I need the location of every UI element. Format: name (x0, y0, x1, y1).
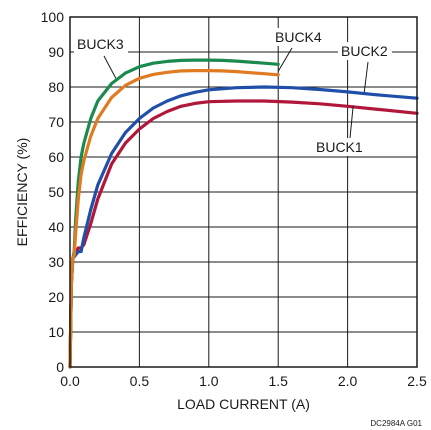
annotation-buck4: BUCK4 (272, 28, 326, 72)
y-tick-label: 20 (48, 289, 64, 305)
plot-frame (69, 16, 418, 368)
series-annotations: BUCK3 BUCK4 BUCK2 BUCK1 (74, 28, 392, 156)
y-tick-label: 30 (48, 254, 64, 270)
annotation-background (313, 138, 367, 156)
y-tick-label: 40 (48, 219, 64, 235)
x-tick-label: 1.0 (199, 373, 219, 389)
series-line-buck3 (68, 58, 280, 369)
y-tick-label: 90 (48, 44, 64, 60)
annotation-buck3: BUCK3 (74, 35, 128, 79)
annotation-background (338, 42, 392, 60)
annotation-leader-line (363, 61, 369, 93)
grid-lines (70, 17, 417, 367)
annotation-buck1: BUCK1 (313, 105, 367, 156)
y-tick-label: 80 (48, 79, 64, 95)
tick-labels: 0.0 0.5 1.0 1.5 2.0 2.5 0 10 20 30 40 50 60 70 80 90 100 (41, 9, 427, 389)
annotation-leader-line (349, 105, 354, 139)
x-tick-label: 2.5 (407, 373, 427, 389)
x-tick-label: 0.0 (60, 373, 80, 389)
x-tick-label: 2.0 (338, 373, 358, 389)
annotation-label: BUCK3 (77, 36, 124, 52)
y-tick-label: 60 (48, 149, 64, 165)
annotation-background (74, 35, 128, 53)
figure-code: DC2984A G01 (370, 419, 422, 428)
series-line-buck4 (68, 68, 280, 369)
y-tick-label: 100 (41, 9, 65, 25)
annotation-buck2: BUCK2 (338, 42, 392, 93)
x-tick-label: 1.5 (268, 373, 288, 389)
y-axis-title: EFFICIENCY (%) (14, 138, 30, 247)
annotation-label: BUCK1 (316, 139, 363, 155)
y-tick-label: 10 (48, 324, 64, 340)
y-tick-label: 50 (48, 184, 64, 200)
series-lines (68, 58, 419, 369)
annotation-background (272, 28, 326, 46)
y-tick-label: 70 (48, 114, 64, 130)
annotation-label: BUCK2 (341, 43, 388, 59)
annotation-leader-line (277, 47, 293, 72)
x-axis-title: LOAD CURRENT (A) (177, 396, 310, 412)
y-tick-label: 0 (56, 359, 64, 375)
annotation-label: BUCK4 (275, 29, 322, 45)
x-tick-label: 0.5 (130, 373, 150, 389)
annotation-leader-line (103, 55, 117, 79)
